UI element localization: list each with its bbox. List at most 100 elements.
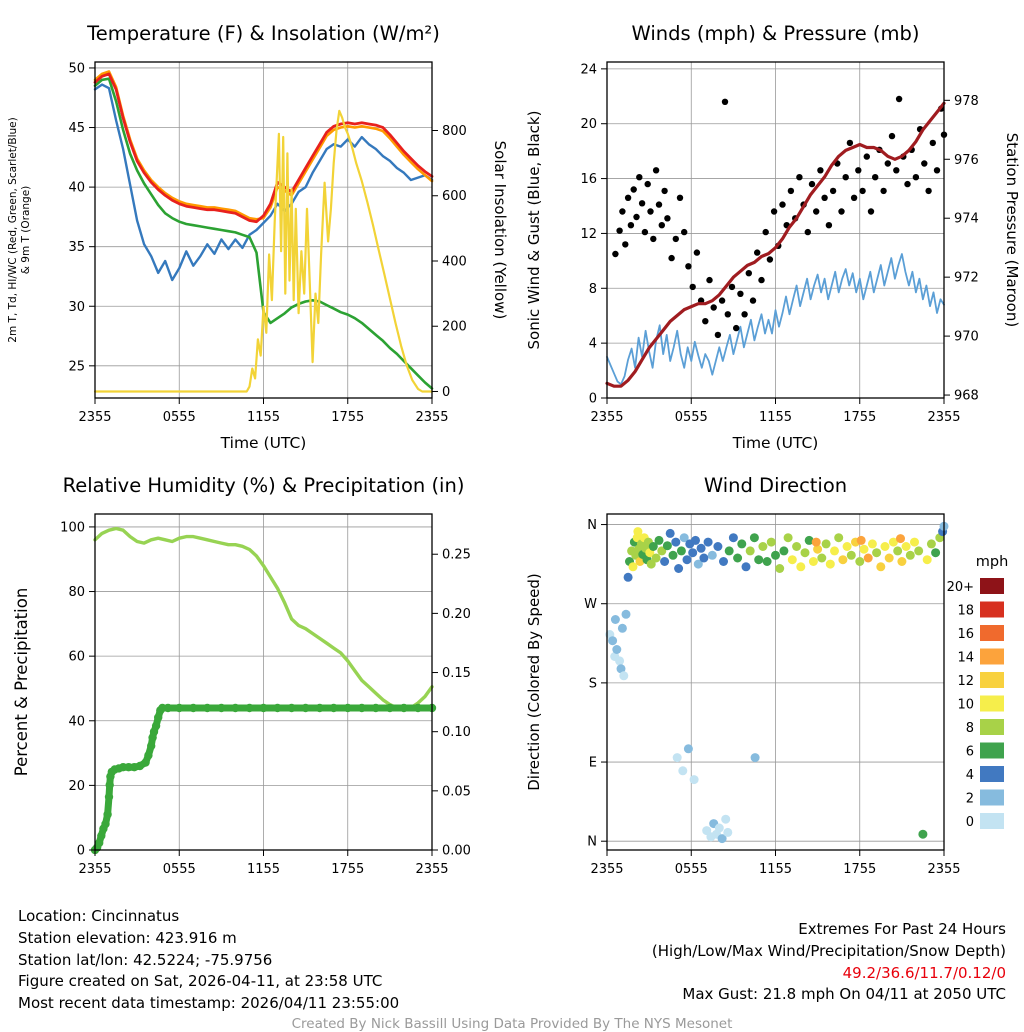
wind-gusts-point (627, 222, 635, 229)
charts-grid: 2355 0555 1155 1755 2355 25 30 35 40 45 50 0 200 400 6… (7, 0, 1024, 904)
wind-direction-point (880, 542, 890, 551)
legend-label: 8 (966, 721, 974, 736)
svg-text:200: 200 (442, 320, 467, 335)
wind-direction-point (696, 543, 706, 553)
wind-gusts-point (658, 222, 665, 229)
right-axis-label: Solar Insolation (Yellow) (491, 141, 509, 320)
wind-gusts-point (685, 263, 692, 270)
legend-swatch-4 (980, 766, 1004, 782)
wind-direction-point (691, 535, 700, 545)
wind-gusts-point (825, 222, 833, 229)
wind-gusts-point (933, 167, 941, 174)
svg-text:2355: 2355 (590, 862, 623, 877)
precipitation-marker (413, 703, 423, 713)
extremes-subtitle: (High/Low/Max Wind/Precipitation/Snow De… (651, 941, 1006, 960)
wind-gusts-point (619, 208, 626, 215)
wind-gusts-point (808, 180, 816, 188)
legend-swatch-0 (980, 813, 1004, 829)
wind-gusts-point (710, 304, 717, 311)
svg-text:0.15: 0.15 (442, 666, 471, 681)
wind-chill-line (93, 83, 434, 282)
wind-direction-point (688, 548, 698, 558)
wind-direction-point (813, 544, 823, 554)
wind-direction-point (723, 827, 733, 837)
footer: Location: Cincinnatus Station elevation:… (0, 904, 1024, 1015)
precipitation-marker (273, 703, 282, 713)
wind-gusts-point (622, 241, 629, 248)
svg-text:40: 40 (68, 714, 85, 729)
wind-gusts-point (647, 208, 654, 215)
wind-gusts-point (728, 283, 736, 291)
chart-wind-direction: 2355 0555 1155 1755 2355 N E S W N Wind Direction D… (512, 452, 1024, 904)
precipitation-marker (147, 741, 156, 751)
chart-winds-pressure: 2355 0555 1155 1755 2355 0 4 8 12 16 20 24 968 970 972… (512, 0, 1024, 452)
wind-direction-point (762, 557, 772, 566)
wind-gusts-point (921, 160, 928, 167)
wind-gusts-point (638, 200, 646, 207)
legend-label: 6 (966, 745, 974, 760)
wind-direction-point (931, 548, 941, 558)
precipitation-marker (154, 713, 163, 722)
temperature-insolation-chart: 2355 0555 1155 1755 2355 25 30 35 40 45 50 0 200 400 6… (7, 22, 509, 452)
svg-text:mph: mph (976, 554, 1009, 570)
wind-direction-point (717, 834, 727, 844)
wind-gusts-point (787, 187, 795, 195)
svg-text:60: 60 (68, 650, 85, 665)
wind-gusts-point (661, 187, 668, 195)
wind-direction-point (872, 548, 882, 558)
relative-humidity-line (93, 526, 434, 712)
wind-direction-point (821, 539, 831, 549)
svg-text:0: 0 (442, 385, 450, 400)
wind-direction-point (838, 555, 848, 565)
wind-direction-point (719, 557, 728, 566)
wind-direction-point (615, 656, 625, 666)
wind-direction-point (896, 534, 905, 544)
wind-gusts-point (850, 194, 858, 201)
svg-text:2355: 2355 (78, 862, 111, 877)
wind-gusts-point (779, 201, 786, 208)
wind-direction-point (672, 753, 682, 763)
wind-direction-point (901, 542, 911, 551)
precipitation-marker (315, 703, 324, 713)
wind-direction-point (893, 546, 903, 556)
wind-direction-chart: 2355 0555 1155 1755 2355 N E S W N Wind Direction D… (525, 474, 1009, 877)
grid-lines (606, 514, 945, 850)
svg-text:974: 974 (954, 212, 979, 227)
precipitation-marker (329, 703, 338, 713)
svg-text:970: 970 (954, 330, 979, 345)
wind-gusts-point (733, 324, 740, 332)
wind-gusts-point (859, 187, 866, 195)
grid-lines (94, 62, 433, 398)
x-axis-label: Time (UTC) (220, 434, 307, 452)
legend-label: 12 (957, 674, 974, 689)
precipitation-marker (144, 751, 153, 760)
legend-swatch-16 (980, 625, 1004, 641)
svg-text:600: 600 (442, 189, 467, 204)
wind-direction-point (678, 766, 688, 776)
wind-direction-point (910, 537, 919, 547)
grid-lines (606, 62, 945, 399)
wind-gusts-point (754, 249, 761, 256)
right-axis-label: Station Pressure (Maroon) (1003, 133, 1021, 327)
svg-text:0555: 0555 (675, 410, 708, 425)
wind-direction-point (714, 823, 724, 833)
wind-direction-point (825, 559, 835, 569)
wind-direction-point (800, 548, 810, 558)
svg-text:400: 400 (442, 254, 467, 269)
wind-direction-point (610, 615, 620, 624)
svg-text:N: N (587, 835, 597, 850)
wind-direction-point (846, 550, 856, 560)
svg-text:976: 976 (954, 153, 979, 168)
wind-direction-point (671, 537, 681, 547)
wind-gusts-point (650, 235, 657, 243)
wind-direction-point (679, 533, 689, 543)
wind-gusts-point (724, 311, 731, 318)
svg-text:1155: 1155 (247, 410, 280, 425)
wind-direction-point (834, 533, 844, 543)
svg-text:24: 24 (580, 62, 597, 77)
wind-direction-point (796, 562, 806, 572)
wind-direction-point (628, 562, 638, 572)
svg-text:W: W (584, 597, 597, 612)
